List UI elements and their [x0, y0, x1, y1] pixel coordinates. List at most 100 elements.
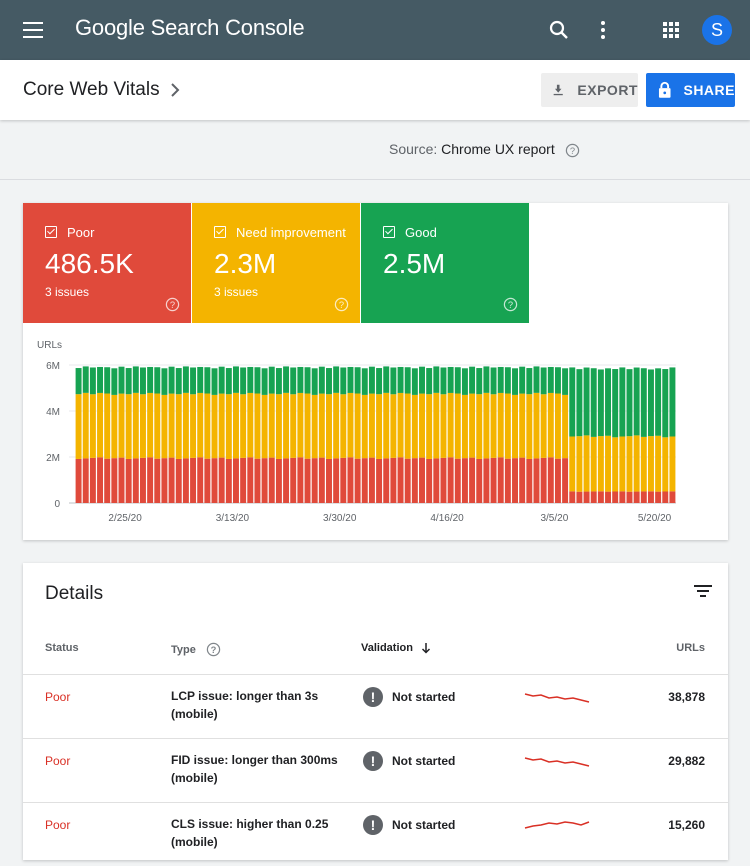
share-button[interactable]: SHARE	[646, 73, 735, 107]
bar-segment-need-improvement[interactable]	[89, 394, 96, 458]
bar-segment-need-improvement[interactable]	[354, 393, 361, 459]
bar-segment-poor[interactable]	[297, 457, 304, 503]
bar-segment-need-improvement[interactable]	[447, 392, 454, 458]
bar-segment-poor[interactable]	[454, 458, 461, 503]
bar-segment-good[interactable]	[139, 367, 146, 395]
bar-segment-poor[interactable]	[590, 491, 597, 503]
bar-segment-need-improvement[interactable]	[182, 392, 189, 459]
bar-segment-need-improvement[interactable]	[454, 393, 461, 459]
bar-segment-need-improvement[interactable]	[404, 393, 411, 459]
bar-segment-good[interactable]	[326, 368, 332, 395]
bar-segment-poor[interactable]	[633, 491, 640, 503]
bar-segment-poor[interactable]	[268, 457, 275, 503]
bar-segment-need-improvement[interactable]	[147, 392, 154, 458]
help-icon[interactable]: ?	[503, 297, 518, 317]
bar-segment-need-improvement[interactable]	[268, 393, 275, 458]
bar-segment-need-improvement[interactable]	[640, 436, 647, 492]
bar-segment-good[interactable]	[354, 367, 361, 394]
search-icon[interactable]	[547, 18, 571, 42]
bar-segment-need-improvement[interactable]	[411, 394, 418, 459]
bar-segment-good[interactable]	[526, 368, 533, 395]
bar-segment-poor[interactable]	[240, 457, 247, 503]
bar-segment-need-improvement[interactable]	[483, 392, 490, 459]
bar-segment-good[interactable]	[640, 368, 647, 437]
bar-segment-need-improvement[interactable]	[290, 394, 297, 458]
bar-segment-need-improvement[interactable]	[540, 394, 547, 458]
bar-segment-need-improvement[interactable]	[390, 394, 397, 458]
filter-icon[interactable]	[694, 585, 712, 601]
bar-segment-good[interactable]	[569, 367, 576, 437]
bar-segment-good[interactable]	[204, 367, 211, 394]
bar-segment-poor[interactable]	[383, 458, 390, 503]
bar-segment-poor[interactable]	[669, 491, 676, 503]
bar-segment-need-improvement[interactable]	[476, 394, 483, 459]
bar-segment-poor[interactable]	[340, 457, 347, 503]
bar-segment-good[interactable]	[504, 367, 511, 394]
bar-segment-need-improvement[interactable]	[433, 392, 440, 459]
bar-segment-good[interactable]	[304, 367, 311, 394]
bar-segment-poor[interactable]	[283, 458, 290, 503]
bar-segment-poor[interactable]	[75, 458, 82, 503]
bar-segment-poor[interactable]	[347, 457, 354, 503]
bar-segment-good[interactable]	[397, 366, 404, 393]
bar-segment-poor[interactable]	[461, 458, 468, 503]
app-title[interactable]: Google Search Console	[75, 15, 305, 41]
bar-segment-need-improvement[interactable]	[569, 436, 576, 492]
bar-segment-good[interactable]	[619, 367, 626, 437]
bar-segment-poor[interactable]	[233, 458, 239, 503]
bar-segment-good[interactable]	[540, 367, 547, 395]
bar-segment-poor[interactable]	[512, 458, 518, 503]
bar-segment-poor[interactable]	[504, 458, 511, 503]
bar-segment-need-improvement[interactable]	[333, 392, 340, 459]
bar-segment-good[interactable]	[97, 366, 104, 393]
bar-segment-need-improvement[interactable]	[118, 393, 125, 458]
bar-segment-need-improvement[interactable]	[97, 392, 104, 458]
bar-segment-poor[interactable]	[225, 458, 232, 503]
bar-segment-need-improvement[interactable]	[104, 393, 111, 459]
bar-segment-poor[interactable]	[419, 457, 425, 503]
bar-segment-good[interactable]	[190, 367, 197, 395]
table-row[interactable]: Poor LCP issue: longer than 3s (mobile)! N…	[23, 674, 728, 738]
bar-segment-poor[interactable]	[483, 458, 490, 503]
account-avatar[interactable]: S	[702, 15, 732, 45]
bar-segment-need-improvement[interactable]	[490, 394, 497, 458]
bar-segment-need-improvement[interactable]	[590, 436, 597, 492]
bar-segment-need-improvement[interactable]	[225, 394, 232, 459]
bar-segment-need-improvement[interactable]	[75, 394, 82, 459]
bar-segment-poor[interactable]	[326, 458, 332, 503]
bar-segment-good[interactable]	[612, 369, 619, 438]
bar-segment-need-improvement[interactable]	[497, 392, 504, 458]
bar-segment-need-improvement[interactable]	[197, 392, 204, 458]
bar-segment-need-improvement[interactable]	[361, 394, 368, 459]
bar-segment-good[interactable]	[404, 367, 411, 394]
bar-segment-good[interactable]	[218, 366, 225, 394]
bar-segment-need-improvement[interactable]	[240, 394, 247, 458]
bar-segment-good[interactable]	[490, 367, 497, 395]
bar-segment-poor[interactable]	[576, 491, 583, 503]
bar-segment-need-improvement[interactable]	[547, 392, 554, 458]
bar-segment-poor[interactable]	[261, 458, 268, 503]
bar-segment-poor[interactable]	[118, 457, 125, 503]
bar-segment-poor[interactable]	[469, 457, 476, 503]
status-tile-need-improvement[interactable]: Need improvement 2.3M 3 issues?	[192, 203, 360, 323]
bar-segment-need-improvement[interactable]	[576, 436, 583, 492]
bar-segment-poor[interactable]	[476, 458, 483, 503]
bar-segment-poor[interactable]	[182, 458, 189, 503]
bar-segment-need-improvement[interactable]	[304, 393, 311, 459]
bar-segment-poor[interactable]	[97, 457, 104, 503]
bar-segment-poor[interactable]	[111, 458, 118, 503]
bar-segment-good[interactable]	[605, 368, 612, 436]
bar-segment-good[interactable]	[154, 367, 161, 394]
bar-segment-good[interactable]	[111, 368, 118, 395]
bar-segment-good[interactable]	[182, 366, 189, 393]
bar-segment-need-improvement[interactable]	[175, 394, 182, 459]
bar-segment-good[interactable]	[118, 366, 125, 394]
bar-segment-need-improvement[interactable]	[647, 436, 654, 492]
bar-segment-poor[interactable]	[447, 457, 454, 503]
bar-segment-poor[interactable]	[490, 457, 497, 503]
bar-segment-need-improvement[interactable]	[161, 394, 168, 459]
bar-segment-poor[interactable]	[397, 457, 404, 503]
bar-segment-poor[interactable]	[605, 491, 612, 503]
bar-segment-need-improvement[interactable]	[132, 392, 139, 459]
bar-segment-poor[interactable]	[519, 457, 526, 503]
